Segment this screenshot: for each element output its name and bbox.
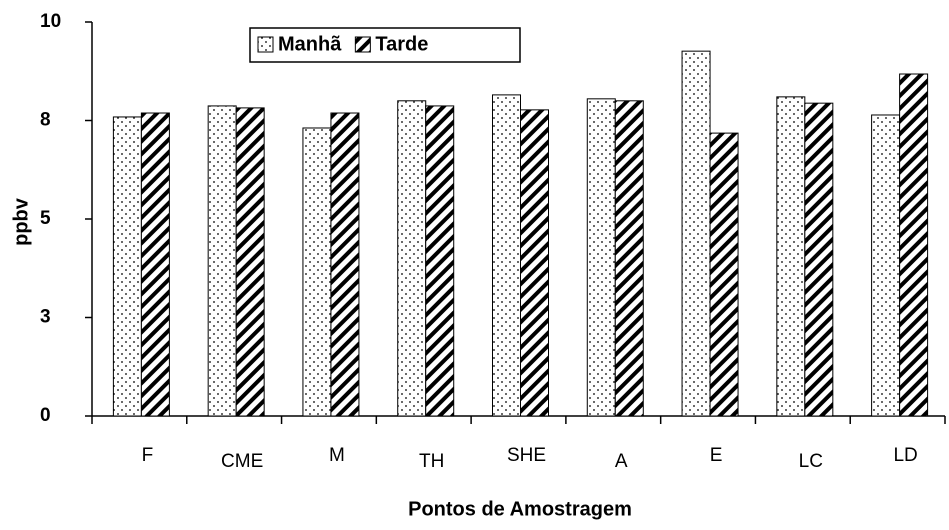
- x-tick-label: E: [710, 445, 723, 466]
- x-tick-label: A: [615, 451, 628, 472]
- bar: [614, 100, 644, 417]
- legend-label: Tarde: [375, 33, 428, 55]
- x-axis-title: Pontos de Amostragem: [408, 498, 632, 520]
- bar: [681, 50, 711, 417]
- bar: [425, 105, 455, 417]
- x-tick-label: CME: [221, 451, 263, 472]
- bar: [330, 112, 360, 417]
- bar: [140, 112, 170, 417]
- bar: [112, 116, 142, 417]
- x-tick-label: LC: [799, 451, 823, 472]
- bar: [207, 105, 237, 417]
- bar: [302, 127, 332, 417]
- y-axis-title: ppbv: [10, 197, 32, 246]
- bar: [520, 109, 549, 417]
- bar: [586, 98, 616, 417]
- bar: [899, 73, 929, 417]
- bar: [235, 107, 265, 417]
- bar: [492, 94, 521, 417]
- bar: [709, 132, 739, 417]
- bar: [804, 102, 834, 417]
- y-tick-label: 0: [40, 405, 51, 426]
- y-tick-label: 8: [40, 110, 51, 131]
- y-tick-label: 3: [40, 307, 51, 328]
- x-tick-label: M: [329, 445, 345, 466]
- bar: [871, 114, 901, 417]
- bar: [776, 96, 806, 417]
- x-tick-label: TH: [419, 451, 444, 472]
- x-tick-label: SHE: [507, 445, 546, 466]
- legend-swatch: [354, 36, 371, 53]
- legend-label: Manhã: [278, 33, 342, 55]
- y-tick-label: 10: [40, 11, 61, 32]
- x-tick-label: LD: [893, 445, 917, 466]
- x-tick-label: F: [142, 445, 154, 466]
- legend-box: [249, 27, 521, 63]
- legend-swatch: [257, 36, 274, 53]
- y-tick-label: 5: [40, 208, 51, 229]
- bar: [397, 100, 427, 417]
